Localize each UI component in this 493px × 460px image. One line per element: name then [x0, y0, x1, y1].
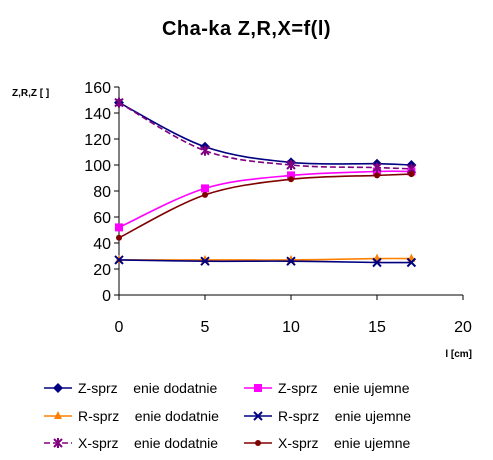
x-axis-label: l [cm]	[445, 349, 472, 360]
data-point	[286, 256, 296, 266]
legend: Z-sprz enie dodatnie Z-sprz enie ujemne R-…	[44, 380, 411, 451]
data-point	[255, 440, 261, 446]
data-point	[114, 97, 124, 108]
legend-item: R-sprz enie ujemne	[244, 408, 411, 424]
data-point	[253, 411, 263, 421]
data-point	[372, 257, 382, 268]
legend-label: Z-sprz enie ujemne	[278, 380, 410, 396]
data-point	[54, 411, 62, 419]
series-6	[116, 171, 415, 241]
x-tick-label: 15	[368, 319, 386, 336]
chart-title: Cha-ka Z,R,X=f(l)	[161, 18, 332, 40]
legend-item: Z-sprz enie dodatnie	[44, 380, 218, 396]
legend-label: R-sprz enie ujemne	[278, 408, 411, 424]
y-axis-label: Z,R,Z [ ]	[12, 88, 49, 99]
axes: 0 20 40 60 80 100 120 140 160 0 5 10 15 20 Z,R,Z [ ] l …	[12, 80, 472, 360]
x-tick-label: 20	[454, 319, 472, 336]
x-tick-label: 0	[115, 319, 124, 336]
y-tick-label: 80	[93, 184, 111, 201]
y-tick-label: 120	[84, 132, 111, 149]
series-4	[114, 255, 417, 268]
series-line	[119, 257, 412, 261]
data-point	[114, 255, 124, 265]
legend-item: R-sprz enie dodatnie	[44, 408, 219, 424]
legend-label: X-sprz enie dodatnie	[78, 435, 218, 451]
data-point	[53, 438, 63, 448]
series-line	[118, 101, 412, 170]
y-tick-label: 0	[102, 288, 111, 305]
legend-label: X-sprz enie ujemne	[278, 435, 410, 451]
data-point	[254, 384, 262, 392]
series-1	[114, 97, 417, 170]
data-point	[200, 145, 210, 156]
data-point	[288, 176, 294, 183]
legend-item: X-sprz enie dodatnie	[44, 435, 218, 451]
data-point	[201, 184, 209, 193]
data-point	[408, 171, 415, 178]
y-tick-label: 100	[84, 158, 111, 175]
data-point	[200, 256, 210, 266]
y-tick-label: 160	[84, 80, 111, 97]
data-point	[286, 160, 296, 170]
legend-label: Z-sprz enie dodatnie	[78, 380, 218, 396]
series-layer	[114, 97, 417, 268]
y-tick-label: 140	[84, 106, 111, 123]
y-tick-label: 20	[93, 262, 111, 279]
data-point	[115, 223, 123, 232]
series-5	[114, 97, 417, 174]
series-2	[115, 167, 416, 232]
data-point	[53, 383, 63, 393]
series-line	[118, 170, 412, 229]
data-point	[287, 171, 295, 180]
data-point	[116, 234, 122, 241]
legend-label: R-sprz enie dodatnie	[78, 408, 219, 424]
y-tick-label: 40	[93, 236, 111, 253]
data-point	[202, 191, 208, 198]
legend-item: Z-sprz enie ujemne	[244, 380, 410, 396]
x-tick-label: 10	[282, 319, 300, 336]
series-line	[118, 101, 412, 166]
data-point	[372, 162, 382, 173]
x-tick-label: 5	[201, 319, 210, 336]
y-tick-label: 60	[93, 210, 111, 227]
data-point	[406, 257, 417, 268]
legend-item: X-sprz enie ujemne	[244, 435, 410, 451]
data-point	[374, 172, 380, 179]
